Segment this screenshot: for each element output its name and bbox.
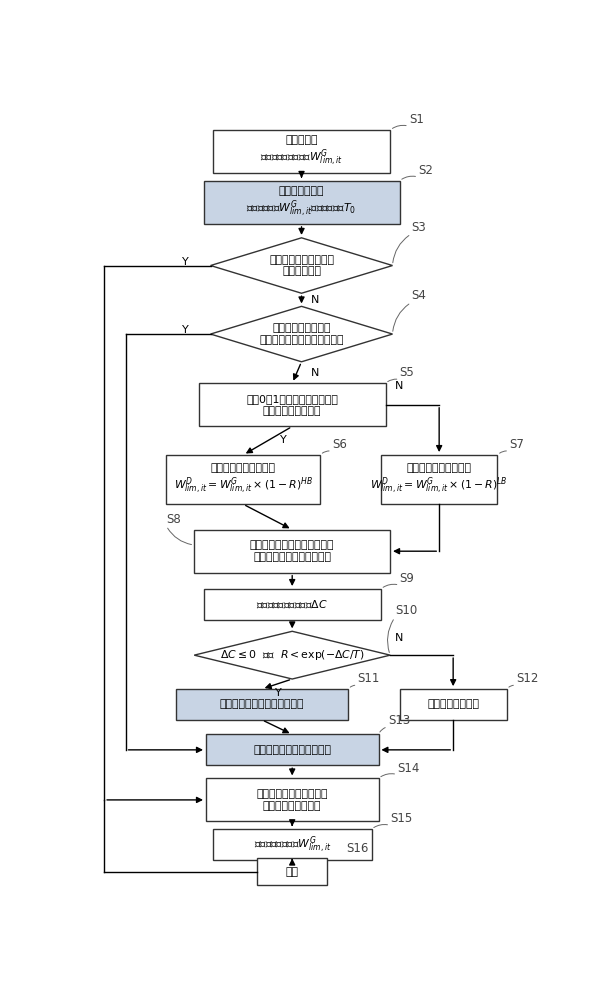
Text: N: N [395,381,403,391]
Text: N: N [311,368,319,378]
FancyBboxPatch shape [203,589,381,620]
Text: N: N [311,295,319,305]
Text: S7: S7 [509,438,524,451]
FancyBboxPatch shape [206,778,379,821]
Text: 根据初始布局和
全局交换窗口$W^G_{lim,it}$计算初始温度$T_0$: 根据初始布局和 全局交换窗口$W^G_{lim,it}$计算初始温度$T_0$ [246,186,356,219]
Text: Y: Y [182,257,188,267]
FancyBboxPatch shape [381,455,497,504]
Text: 判断退火温度是否满足
退火结束准则: 判断退火温度是否满足 退火结束准则 [269,255,334,276]
Text: S9: S9 [400,572,414,585]
Polygon shape [194,631,390,679]
FancyBboxPatch shape [203,181,400,224]
Text: S11: S11 [358,672,380,685]
FancyBboxPatch shape [400,689,507,720]
Text: S1: S1 [409,113,424,126]
Text: S4: S4 [411,289,426,302]
Polygon shape [211,306,393,362]
Text: 结束: 结束 [286,867,299,877]
FancyBboxPatch shape [199,383,385,426]
Text: S12: S12 [516,672,539,685]
Text: $\Delta C\leq0$  或者  $R<\exp(-\Delta C/T)$: $\Delta C\leq0$ 或者 $R<\exp(-\Delta C/T)$ [220,648,365,662]
Text: Y: Y [182,325,188,335]
FancyBboxPatch shape [176,689,348,720]
Text: 在高温或低温动态交换窗口内
对电路模块的位置进行交换: 在高温或低温动态交换窗口内 对电路模块的位置进行交换 [250,540,335,562]
FancyBboxPatch shape [206,734,379,765]
Text: S13: S13 [388,714,410,727]
Text: 计算目标函数的变化量$\Delta C$: 计算目标函数的变化量$\Delta C$ [256,598,328,610]
Text: 初始布局和
初始化全局交换窗口$W^G_{lim,it}$: 初始布局和 初始化全局交换窗口$W^G_{lim,it}$ [260,135,343,168]
Text: S3: S3 [411,221,426,234]
Text: 根据退火表和该温度下的
交换成功率更新温度: 根据退火表和该温度下的 交换成功率更新温度 [256,789,328,811]
Text: 把交换后的布局作为新的布局: 把交换后的布局作为新的布局 [220,699,304,709]
Text: S6: S6 [332,438,347,451]
Text: 更新全局交换窗口$W^G_{lim,it}$: 更新全局交换窗口$W^G_{lim,it}$ [253,834,331,855]
FancyBboxPatch shape [257,858,327,885]
Text: S2: S2 [418,164,433,177]
Text: S14: S14 [397,762,420,774]
Text: N: N [395,633,403,643]
Text: 计算低温动态交换窗口
$W^D_{lim,it}=W^G_{lim,it}\times(1-R)^{LB}$: 计算低温动态交换窗口 $W^D_{lim,it}=W^G_{lim,it}\ti… [370,463,508,496]
Text: S8: S8 [166,513,181,526]
Text: S5: S5 [400,366,414,379]
Text: S10: S10 [395,604,417,617]
Text: 产生0到1之间的一个随机数并
判断是否为高温阶段: 产生0到1之间的一个随机数并 判断是否为高温阶段 [246,394,338,416]
FancyBboxPatch shape [194,530,390,573]
Text: 计算高温动态交换窗口
$W^D_{lim,it}=W^G_{lim,it}\times(1-R)^{HB}$: 计算高温动态交换窗口 $W^D_{lim,it}=W^G_{lim,it}\ti… [174,463,312,496]
Polygon shape [211,238,393,293]
FancyBboxPatch shape [213,829,371,860]
Text: Y: Y [279,435,286,445]
Text: S16: S16 [346,842,368,855]
Text: Y: Y [275,688,282,698]
Text: S15: S15 [390,812,412,825]
Text: 还原交换前的布局: 还原交换前的布局 [427,699,479,709]
Text: 判断所有电路模块的
位置交换次数是否达到最大値: 判断所有电路模块的 位置交换次数是否达到最大値 [259,323,344,345]
Text: 计算该温度下的交换成功率: 计算该温度下的交换成功率 [253,745,331,755]
FancyBboxPatch shape [213,130,390,173]
FancyBboxPatch shape [166,455,320,504]
